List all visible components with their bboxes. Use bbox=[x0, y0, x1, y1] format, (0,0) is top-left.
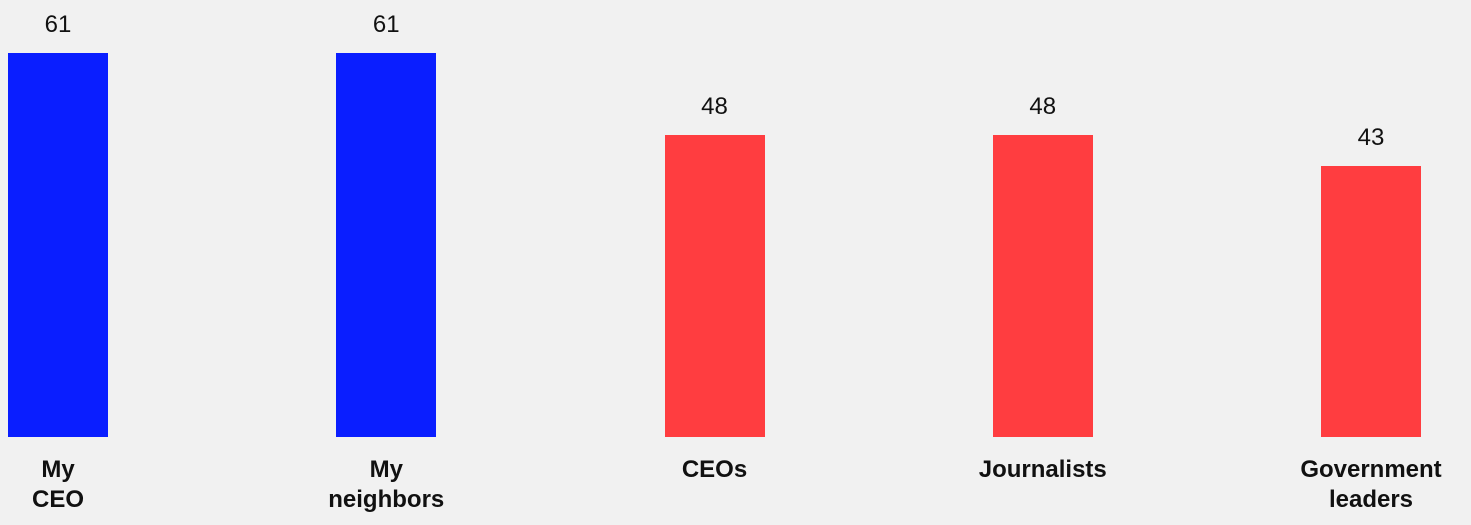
bar bbox=[992, 134, 1093, 437]
bar bbox=[8, 53, 108, 437]
category-label: My neighbors bbox=[328, 456, 445, 513]
value-label: 61 bbox=[44, 11, 72, 38]
category-label: Journalists bbox=[978, 456, 1107, 483]
bar bbox=[336, 53, 437, 437]
value-label: 61 bbox=[372, 11, 400, 38]
value-label: 48 bbox=[1029, 92, 1057, 120]
bar bbox=[664, 134, 765, 437]
category-label: CEOs bbox=[681, 456, 748, 483]
value-label: 48 bbox=[701, 92, 728, 120]
category-label: Government leaders bbox=[1300, 456, 1442, 513]
category-label: My CEO bbox=[32, 456, 85, 513]
value-label: 43 bbox=[1357, 124, 1385, 152]
bar bbox=[1321, 166, 1421, 437]
